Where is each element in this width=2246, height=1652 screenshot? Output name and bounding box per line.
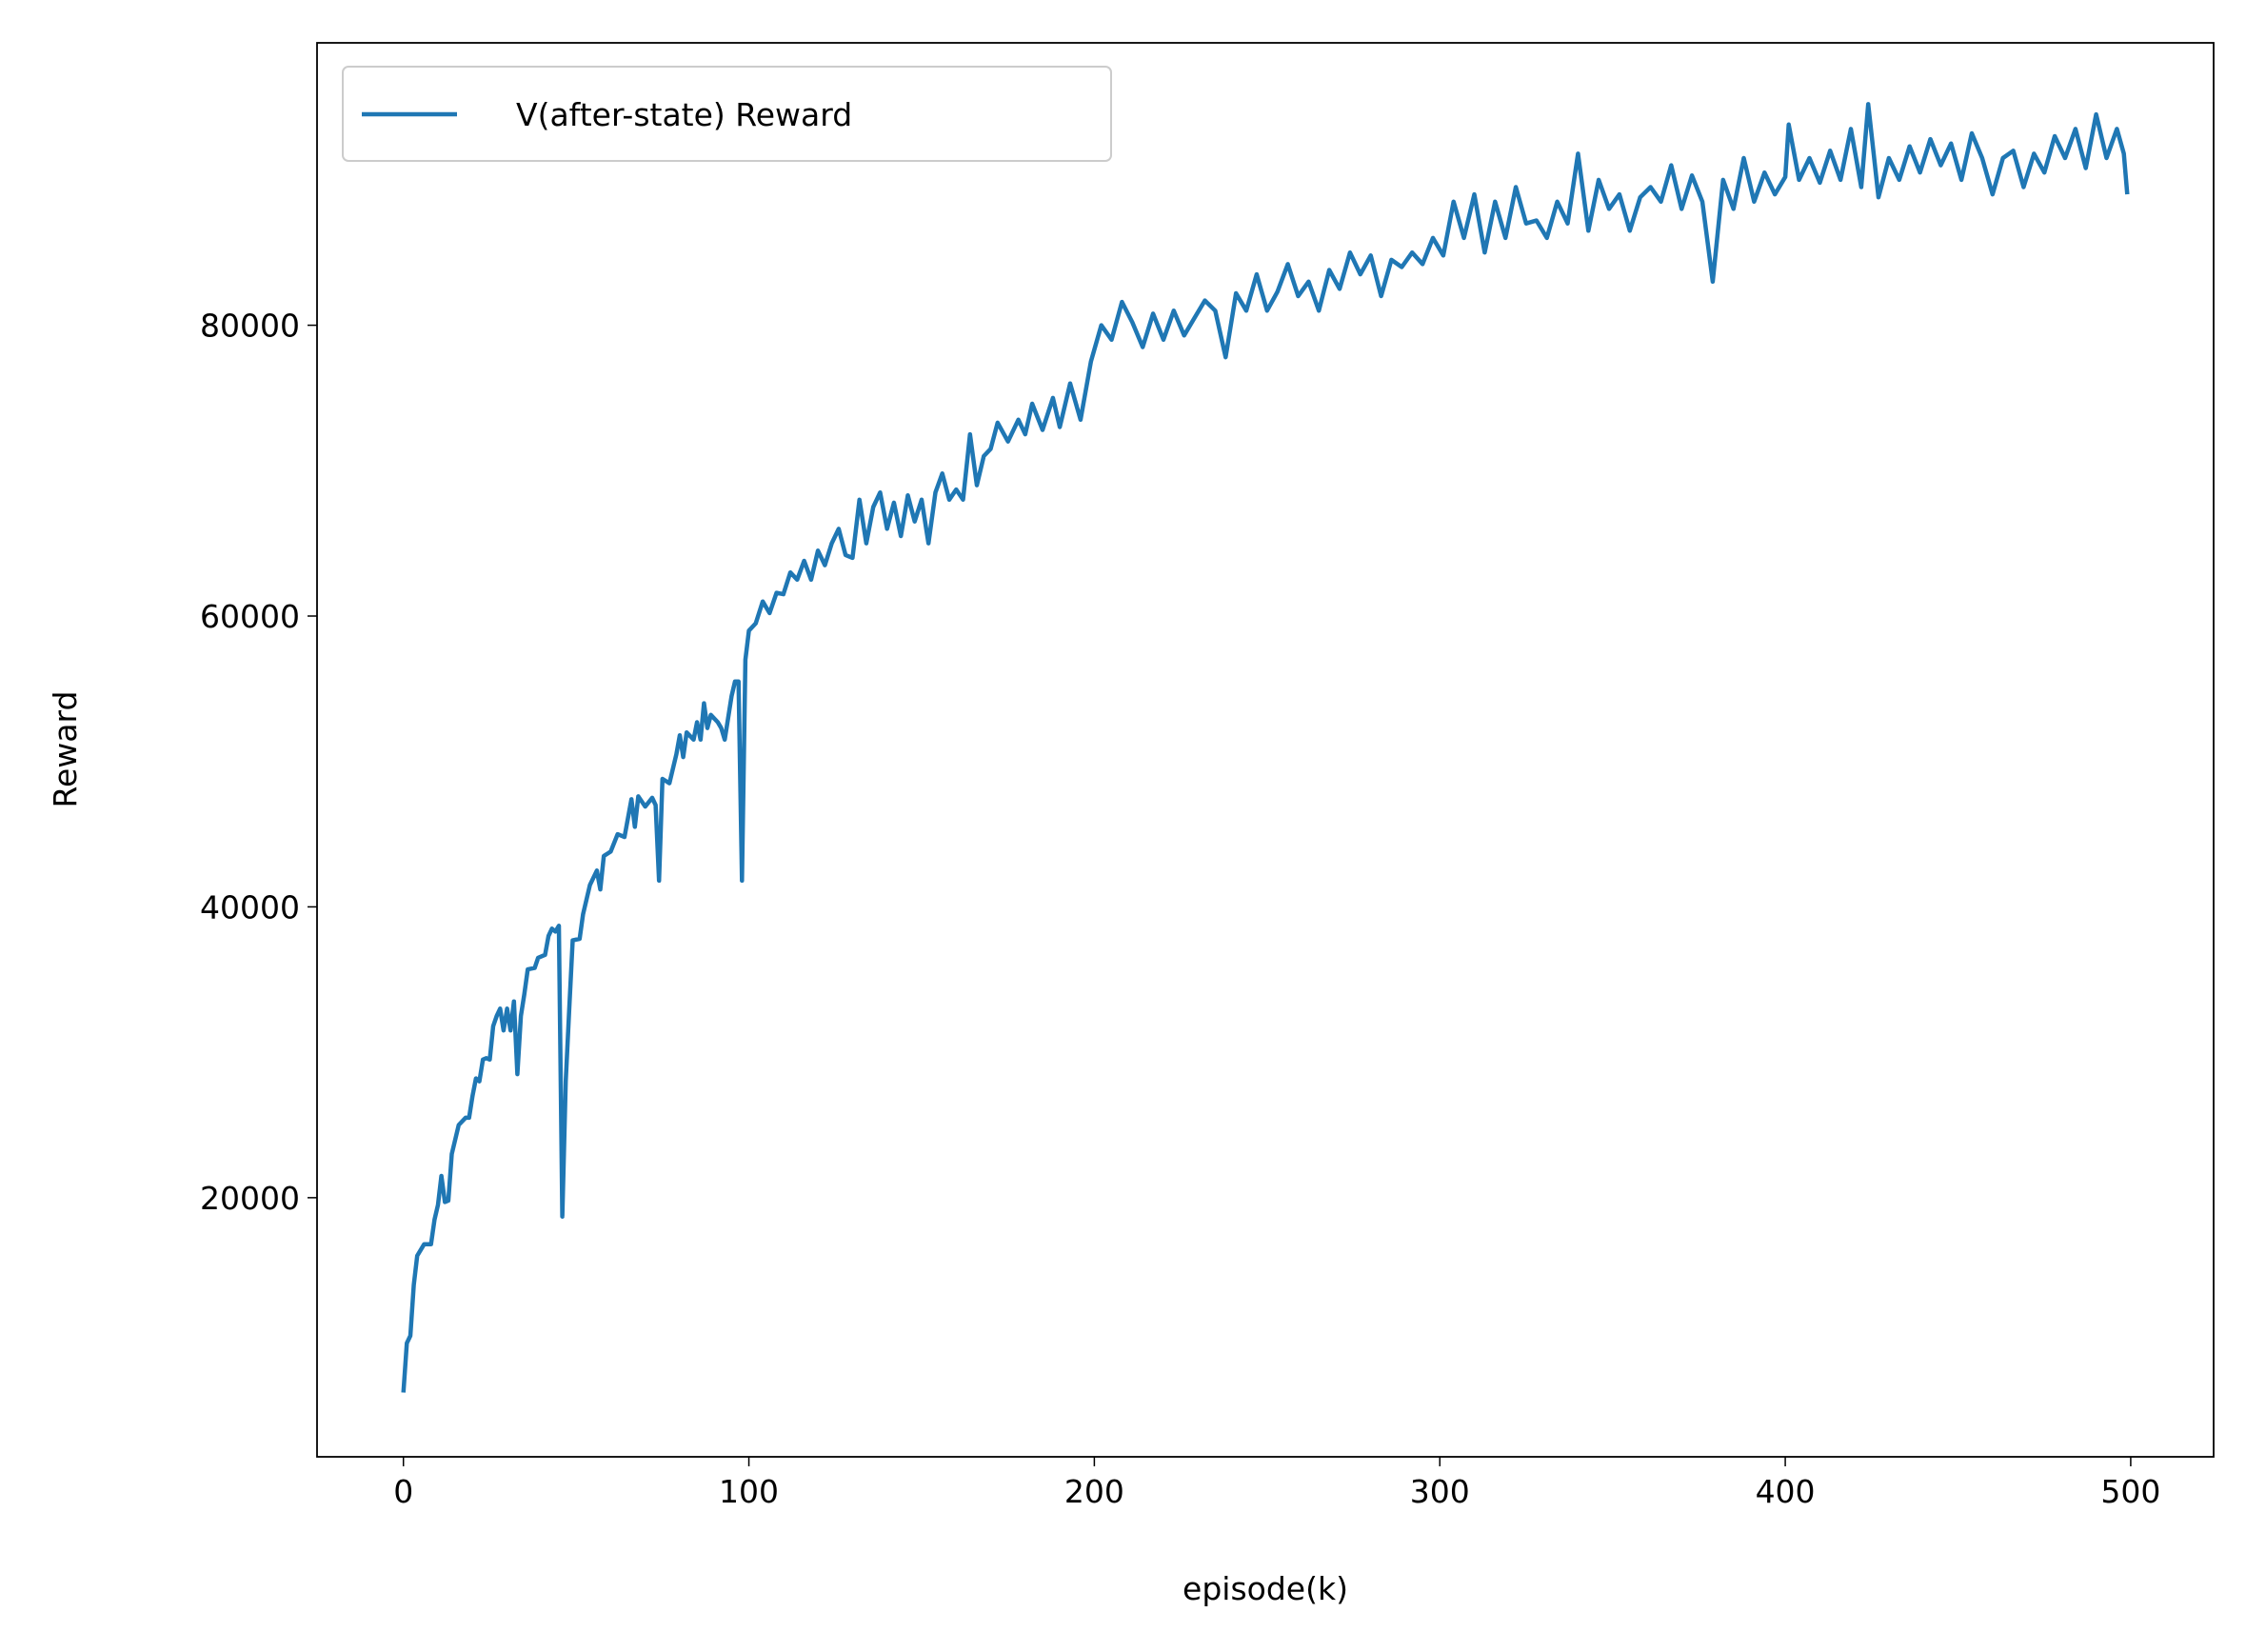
- data-line: [401, 102, 2130, 1393]
- x-tick-label: 500: [2100, 1473, 2160, 1510]
- x-tick-label: 400: [1756, 1473, 1816, 1510]
- y-tick-label: 40000: [200, 888, 300, 926]
- legend-box: [342, 66, 1112, 162]
- x-tick-label: 100: [719, 1473, 779, 1510]
- x-tick-label: 200: [1064, 1473, 1124, 1510]
- y-tick-label: 20000: [200, 1180, 300, 1217]
- axes-frame: [316, 42, 2215, 1458]
- y-tick-label: 60000: [200, 598, 300, 635]
- y-tick-label: 80000: [200, 308, 300, 345]
- x-tick-label: 300: [1410, 1473, 1470, 1510]
- y-axis-label: Reward: [47, 691, 84, 808]
- x-axis-label: episode(k): [1183, 1570, 1348, 1607]
- x-tick-label: 0: [393, 1473, 413, 1510]
- legend-label: V(after-state) Reward: [516, 96, 852, 133]
